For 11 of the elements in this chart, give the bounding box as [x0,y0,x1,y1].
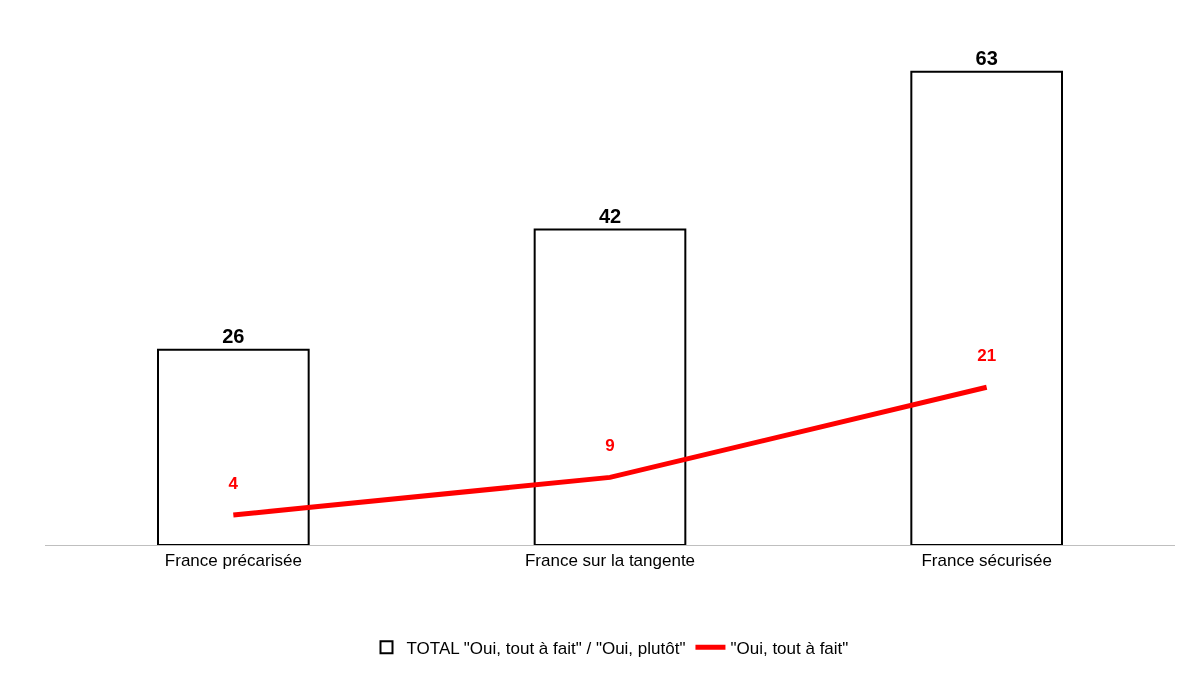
data-label: 63 [975,46,998,69]
x-tick-label: France sur la tangente [524,551,696,571]
legend-label: TOTAL "Oui, tout à fait" / "Oui, plutôt" [406,638,686,658]
data-label: 9 [605,436,615,456]
legend-label: "Oui, tout à fait" [730,638,849,658]
x-tick-label: France précarisée [164,551,302,571]
data-label: 4 [228,473,239,493]
x-tick-label: France sécurisée [921,551,1052,571]
data-label: 26 [222,324,245,347]
data-label: 42 [598,204,622,227]
data-label: 21 [977,345,997,365]
